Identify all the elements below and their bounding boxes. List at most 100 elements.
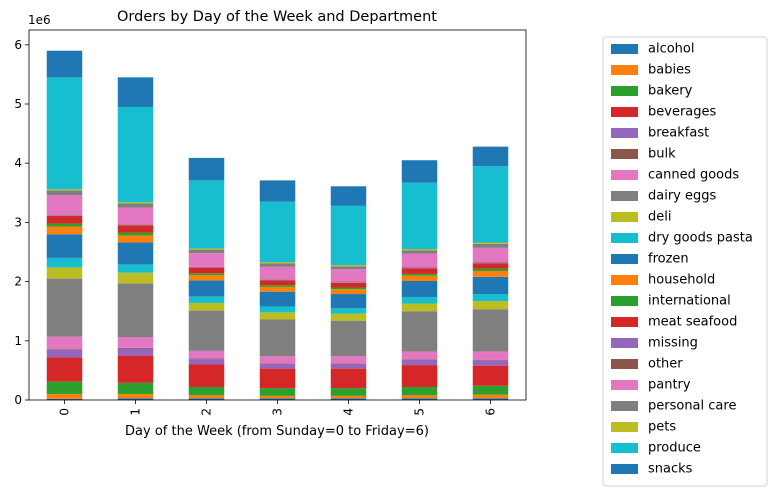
bar-segment-bakery-day-1 <box>117 382 154 395</box>
bar-segment-produce-day-0 <box>46 77 83 190</box>
bar-segment-personal-care-day-5 <box>401 250 438 254</box>
legend-label-meat-seafood: meat seafood <box>648 315 737 330</box>
legend-label-pantry: pantry <box>648 378 691 393</box>
legend-swatch-breakfast <box>611 128 638 138</box>
axes-frame <box>28 29 527 401</box>
bar-segment-meat-seafood-day-6 <box>472 263 509 269</box>
bar-segment-alcohol-day-4 <box>330 398 367 400</box>
bar-segment-frozen-day-0 <box>46 234 83 258</box>
bar-segment-international-day-4 <box>330 287 367 290</box>
bar-segment-household-day-6 <box>472 270 509 277</box>
bar-segment-dairy-eggs-day-5 <box>401 311 438 352</box>
bar-segment-pets-day-2 <box>188 248 225 250</box>
bar-segment-meat-seafood-day-4 <box>330 282 367 288</box>
bar-segment-beverages-day-6 <box>472 365 509 386</box>
bar-segment-breakfast-day-0 <box>46 349 83 358</box>
bar-segment-bakery-day-0 <box>46 381 83 395</box>
legend-swatch-alcohol <box>611 44 638 54</box>
bar-segment-dry-goods-pasta-day-6 <box>472 294 509 302</box>
bar-segment-pantry-day-4 <box>330 269 367 282</box>
y-tick-label-1: 1 <box>14 334 22 348</box>
bar-segment-canned-goods-day-1 <box>117 337 154 348</box>
legend-swatch-snacks <box>611 464 638 474</box>
bar-segment-frozen-day-5 <box>401 281 438 297</box>
legend-swatch-babies <box>611 65 638 75</box>
x-tick-label-5: 5 <box>413 408 427 416</box>
bar-segment-household-day-2 <box>188 275 225 281</box>
bar-segment-meat-seafood-day-0 <box>46 215 83 224</box>
bar-segment-breakfast-day-3 <box>259 363 296 369</box>
bar-segment-babies-day-1 <box>117 394 154 399</box>
legend-label-international: international <box>648 294 731 309</box>
bar-segment-household-day-4 <box>330 289 367 295</box>
y-tick-label-4: 4 <box>14 156 22 170</box>
bar-segment-dairy-eggs-day-3 <box>259 319 296 357</box>
x-axis-title: Day of the Week (from Sunday=0 to Friday… <box>125 424 429 439</box>
bar-segment-bakery-day-3 <box>259 388 296 396</box>
bar-segment-pantry-day-1 <box>117 207 154 225</box>
bar-segment-frozen-day-2 <box>188 280 225 297</box>
legend-swatch-canned-goods <box>611 170 638 180</box>
bar-segment-alcohol-day-1 <box>117 398 154 400</box>
legend-label-canned-goods: canned goods <box>648 168 739 183</box>
legend-swatch-dry-goods-pasta <box>611 233 638 243</box>
legend-label-snacks: snacks <box>648 462 693 477</box>
bar-segment-deli-day-3 <box>259 312 296 320</box>
bar-segment-snacks-day-3 <box>259 180 296 202</box>
bar-segment-missing-day-4 <box>330 282 367 283</box>
bar-segment-dry-goods-pasta-day-2 <box>188 296 225 303</box>
bar-segment-breakfast-day-2 <box>188 359 225 365</box>
bar-segment-pantry-day-5 <box>401 253 438 268</box>
bar-segment-produce-day-3 <box>259 201 296 263</box>
bar-segment-frozen-day-3 <box>259 291 296 307</box>
bar-segment-pantry-day-3 <box>259 266 296 280</box>
legend-label-produce: produce <box>648 441 701 456</box>
bar-segment-personal-care-day-6 <box>472 243 509 248</box>
bar-segment-bulk-day-1 <box>117 347 154 349</box>
bar-segment-babies-day-2 <box>188 395 225 399</box>
legend-label-personal-care: personal care <box>648 399 736 414</box>
legend-swatch-other <box>611 359 638 369</box>
bar-segment-canned-goods-day-5 <box>401 351 438 360</box>
bar-segment-produce-day-1 <box>117 106 154 203</box>
bar-segment-snacks-day-4 <box>330 186 367 206</box>
bar-segment-household-day-0 <box>46 226 83 235</box>
y-tick-label-2: 2 <box>14 275 22 289</box>
plot-area: 0 1 2 3 4 5 6 0 1 2 3 4 5 6 <box>14 29 527 416</box>
legend-label-pets: pets <box>648 420 676 435</box>
bar-segment-missing-day-3 <box>259 279 296 281</box>
chart-title: Orders by Day of the Week and Department <box>117 9 437 25</box>
bar-segment-meat-seafood-day-3 <box>259 280 296 286</box>
bar-segment-pets-day-1 <box>117 202 154 204</box>
bar-segment-other-day-0 <box>46 214 83 216</box>
bar-segment-snacks-day-5 <box>401 160 438 183</box>
bar-segment-bulk-day-5 <box>401 359 438 360</box>
bar-segment-beverages-day-5 <box>401 365 438 387</box>
bar-segment-snacks-day-1 <box>117 77 154 107</box>
legend-label-deli: deli <box>648 210 671 225</box>
legend-swatch-missing <box>611 338 638 348</box>
bar-segment-pets-day-6 <box>472 242 509 244</box>
bar-segment-dairy-eggs-day-0 <box>46 278 83 337</box>
bar-segment-international-day-5 <box>401 273 438 276</box>
bar-segment-deli-day-6 <box>472 301 509 310</box>
bar-segment-babies-day-6 <box>472 394 509 399</box>
legend-label-dry-goods-pasta: dry goods pasta <box>648 231 753 246</box>
legend-swatch-beverages <box>611 107 638 117</box>
legend-swatch-produce <box>611 443 638 453</box>
bar-segment-beverages-day-2 <box>188 364 225 387</box>
bar-segment-produce-day-6 <box>472 166 509 243</box>
x-tick-label-0: 0 <box>58 408 72 416</box>
legend-label-breakfast: breakfast <box>648 126 709 141</box>
bar-segment-household-day-3 <box>259 286 296 292</box>
bar-segment-personal-care-day-2 <box>188 249 225 254</box>
bar-segment-pets-day-4 <box>330 265 367 267</box>
bar-segment-dry-goods-pasta-day-3 <box>259 306 296 313</box>
bar-segment-alcohol-day-5 <box>401 398 438 400</box>
bar-segment-pantry-day-2 <box>188 253 225 267</box>
y-axis-offset-text: 1e6 <box>28 13 51 27</box>
bar-segment-babies-day-4 <box>330 395 367 399</box>
bar-segment-other-day-5 <box>401 267 438 268</box>
bar-segment-missing-day-6 <box>472 262 509 264</box>
bar-segment-beverages-day-0 <box>46 357 83 382</box>
